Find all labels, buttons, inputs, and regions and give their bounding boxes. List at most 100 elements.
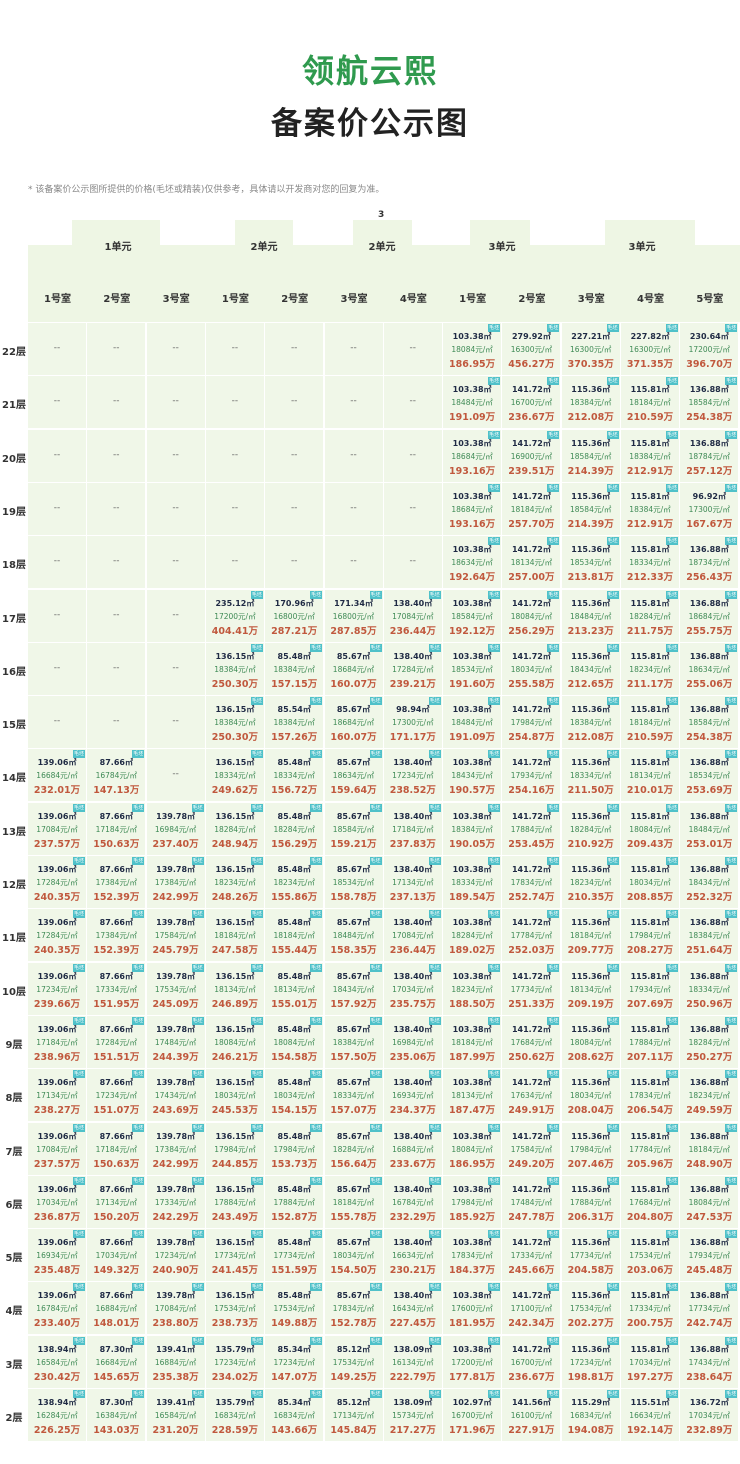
price-value: 16800 xyxy=(332,611,357,621)
area-value: 136.88 xyxy=(689,758,721,768)
total-price: 150.20万 xyxy=(87,1209,145,1223)
area-value: 85.67 xyxy=(336,971,363,981)
price-unit: 元/㎡ xyxy=(356,1144,375,1154)
unit-area: 136.88㎡ xyxy=(680,1290,738,1301)
unit-price: 18084元/㎡ xyxy=(265,1037,323,1048)
unit-price: 18384元/㎡ xyxy=(206,664,264,675)
total-unit: 万 xyxy=(129,1158,140,1170)
area-unit: ㎡ xyxy=(68,918,77,928)
decoration-badge: 毛坯 xyxy=(666,1016,678,1025)
price-unit: 元/㎡ xyxy=(534,824,553,834)
unit-price: 17284元/㎡ xyxy=(87,1037,145,1048)
floor-label: 3层 xyxy=(5,1359,23,1371)
room-header: 1号室 xyxy=(459,294,487,305)
total-value: 158.78 xyxy=(330,892,368,903)
unit-area: 141.72㎡ xyxy=(502,971,560,982)
total-unit: 万 xyxy=(604,1265,614,1277)
unit-cell: -- xyxy=(87,482,146,535)
area-unit: ㎡ xyxy=(483,385,492,395)
decoration-badge: 毛坯 xyxy=(310,750,323,759)
unit-price: 17734元/㎡ xyxy=(265,1250,323,1261)
decoration-badge: 毛坯 xyxy=(488,324,501,332)
unit-price: 18384元/㎡ xyxy=(325,1037,383,1048)
price-unit: 元/㎡ xyxy=(534,504,553,514)
area-value: 141.72 xyxy=(511,1078,543,1088)
unit-price: 18234元/㎡ xyxy=(206,877,264,888)
price-unit: 元/㎡ xyxy=(119,984,137,994)
decoration-badge: 毛坯 xyxy=(488,1070,501,1079)
decoration-badge: 毛坯 xyxy=(73,1176,85,1185)
total-unit: 万 xyxy=(544,785,555,797)
area-unit: ㎡ xyxy=(602,438,611,448)
price-unit: 元/㎡ xyxy=(60,878,78,887)
total-value: 151.95 xyxy=(93,998,130,1010)
unit-cell: 毛坯 115.36㎡ 18334元/㎡ 211.50万 xyxy=(561,749,620,802)
empty-value: -- xyxy=(172,449,179,460)
price-unit: 元/㎡ xyxy=(593,1197,612,1207)
area-unit: ㎡ xyxy=(720,1398,729,1407)
total-value: 211.50 xyxy=(567,785,605,797)
unit-area: 279.92㎡ xyxy=(502,331,560,342)
area-value: 141.72 xyxy=(511,385,543,395)
total-value: 396.70 xyxy=(686,359,723,370)
total-value: 149.32 xyxy=(93,1265,130,1277)
area-value: 115.81 xyxy=(630,865,662,874)
total-value: 177.81 xyxy=(449,1371,486,1383)
area-value: 87.66 xyxy=(99,758,125,768)
total-unit: 万 xyxy=(367,732,377,744)
total-unit: 万 xyxy=(485,945,496,957)
unit-cell: -- xyxy=(87,589,146,642)
total-unit: 万 xyxy=(189,1051,199,1063)
unit-area: 103.38㎡ xyxy=(443,1344,501,1355)
unit-area: 136.88㎡ xyxy=(680,917,738,928)
area-value: 139.78 xyxy=(156,1238,188,1248)
unit-cell: 毛坯 138.09㎡ 16134元/㎡ 222.79万 xyxy=(383,1335,442,1388)
area-unit: ㎡ xyxy=(542,385,551,395)
unit-cell: -- xyxy=(28,429,86,482)
price-unit: 元/㎡ xyxy=(60,1197,78,1207)
price-value: 17084 xyxy=(392,931,416,941)
decoration-badge: 毛坯 xyxy=(547,1176,560,1185)
total-unit: 万 xyxy=(485,572,496,584)
total-unit: 万 xyxy=(129,1105,140,1117)
floor-label: 5层 xyxy=(5,1253,23,1265)
total-value: 184.37 xyxy=(449,1265,486,1277)
unit-cell: 毛坯 141.72㎡ 18184元/㎡ 257.70万 xyxy=(502,482,561,535)
decoration-badge: 毛坯 xyxy=(606,963,619,972)
price-unit: 元/㎡ xyxy=(238,1251,256,1261)
area-unit: ㎡ xyxy=(246,918,255,928)
unit-price: 17234元/㎡ xyxy=(265,1357,323,1368)
area-unit: ㎡ xyxy=(362,1078,371,1088)
total-unit: 万 xyxy=(426,1318,436,1330)
unit-price: 17734元/㎡ xyxy=(206,1250,264,1261)
total-price: 228.59万 xyxy=(206,1422,264,1436)
decoration-badge: 毛坯 xyxy=(73,857,85,865)
total-price: 206.54万 xyxy=(621,1102,679,1116)
total-unit: 万 xyxy=(189,1265,199,1277)
total-unit: 万 xyxy=(604,838,614,850)
total-value: 240.35 xyxy=(33,892,71,903)
decoration-badge: 毛坯 xyxy=(132,1176,145,1185)
unit-price: 16300元/㎡ xyxy=(502,344,560,355)
price-unit: 元/㎡ xyxy=(119,931,137,941)
price-unit: 元/㎡ xyxy=(712,878,730,887)
total-unit: 万 xyxy=(307,1051,318,1063)
price-value: 17134 xyxy=(392,878,416,887)
decoration-badge: 毛坯 xyxy=(250,1016,263,1025)
unit-price: 18584元/㎡ xyxy=(680,717,738,728)
unit-price: 17784元/㎡ xyxy=(502,930,560,941)
decoration-badge: 毛坯 xyxy=(310,1123,323,1132)
total-unit: 万 xyxy=(129,785,140,797)
price-unit: 元/㎡ xyxy=(297,878,315,887)
total-unit: 万 xyxy=(189,1371,199,1383)
total-value: 157.26 xyxy=(271,732,308,744)
area-unit: ㎡ xyxy=(424,598,433,608)
area-value: 136.15 xyxy=(215,1291,247,1301)
total-value: 152.78 xyxy=(330,1318,368,1330)
unit-area: 139.41㎡ xyxy=(147,1344,205,1355)
area-unit: ㎡ xyxy=(424,1344,433,1354)
unit-price: 17984元/㎡ xyxy=(502,717,560,728)
price-unit: 元/㎡ xyxy=(534,878,553,887)
empty-value: -- xyxy=(290,396,298,407)
unit-area: 141.72㎡ xyxy=(502,917,560,928)
